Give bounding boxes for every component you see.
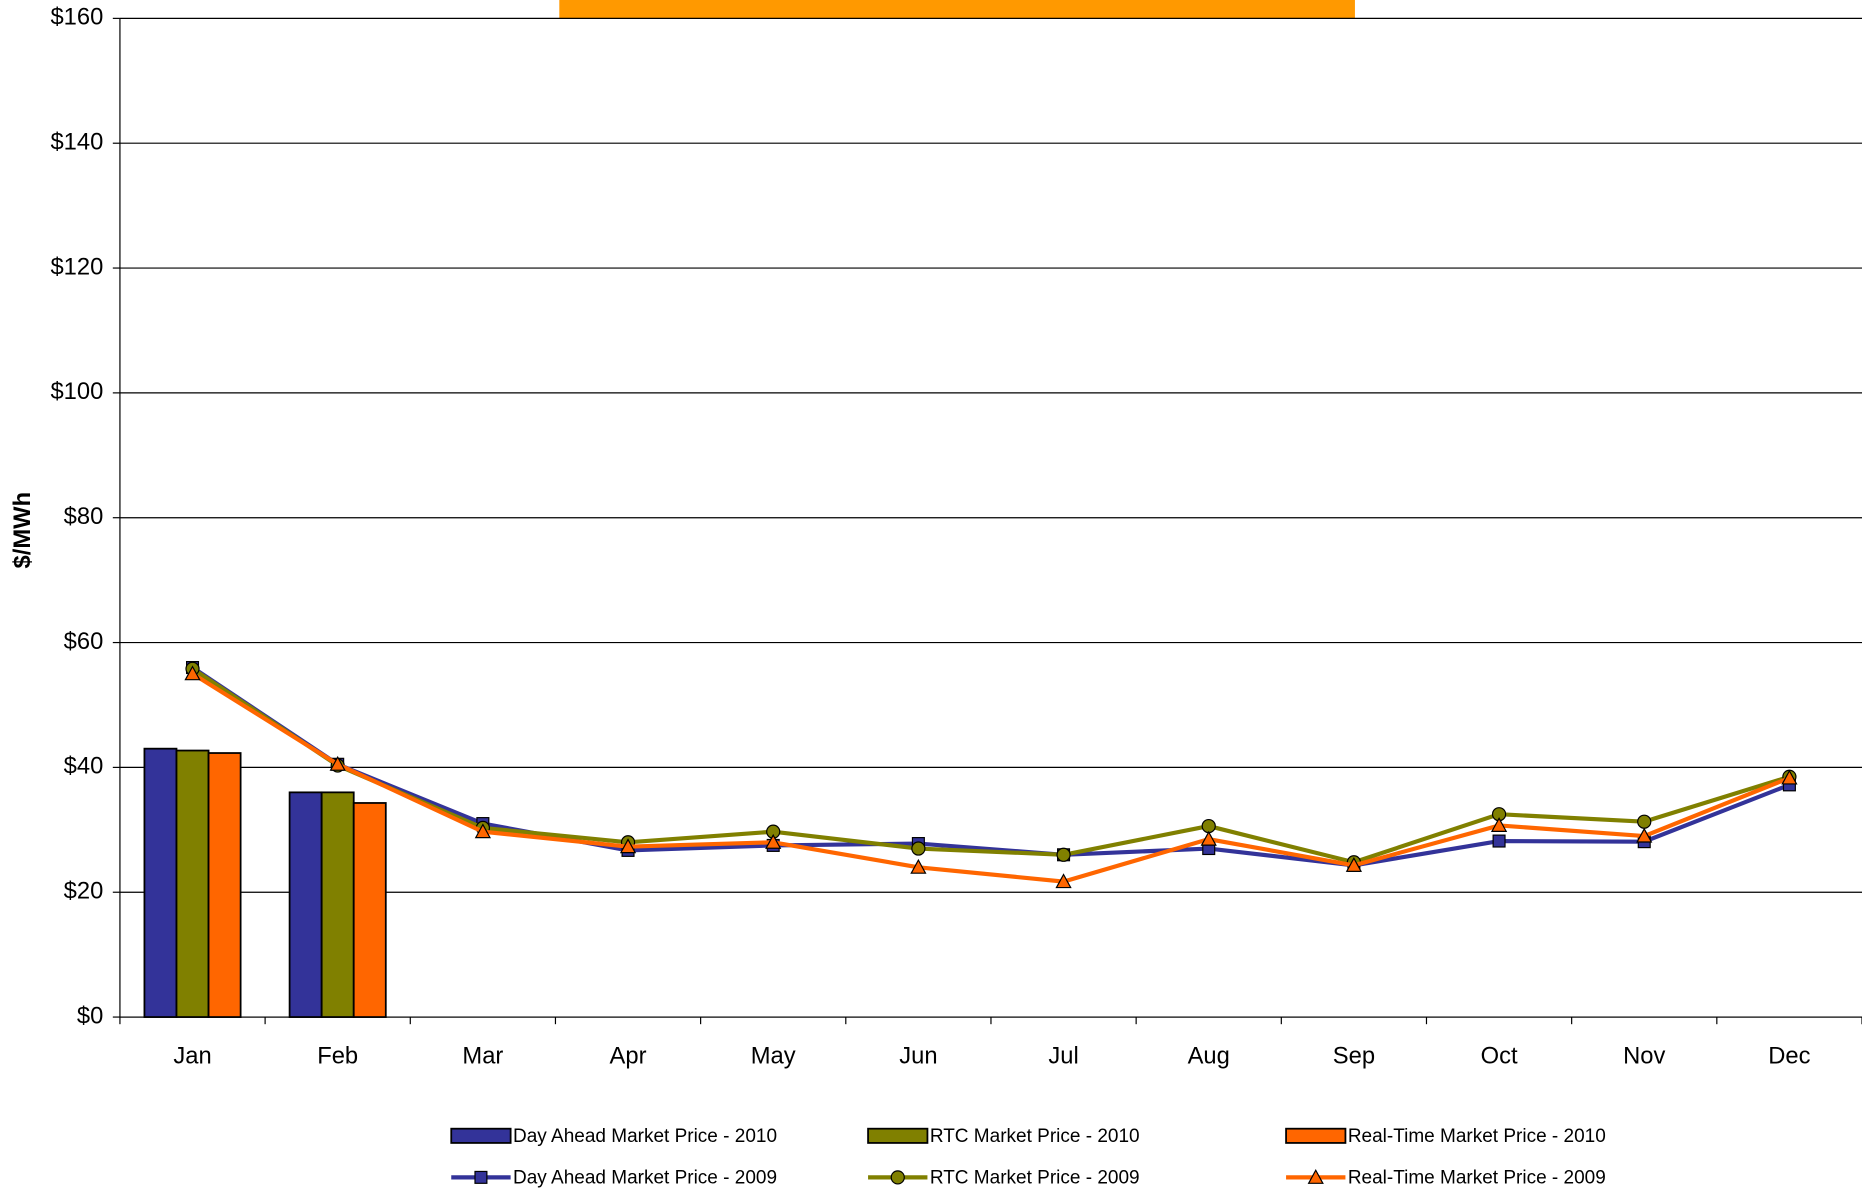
x-tick-label: Apr <box>610 1043 647 1070</box>
legend-marker <box>890 1170 905 1185</box>
x-tick-label: Oct <box>1481 1043 1518 1070</box>
legend-label: RTC Market Price - 2010 <box>930 1126 1140 1147</box>
x-tick-label: May <box>751 1043 796 1070</box>
x-tick-label: Jun <box>899 1043 937 1070</box>
legend-label: Real-Time Market Price - 2009 <box>1348 1168 1606 1189</box>
line-marker <box>329 755 346 771</box>
x-tick-label: Jul <box>1048 1043 1078 1070</box>
line-marker <box>1345 857 1363 872</box>
y-tick-label: $40 <box>64 753 104 780</box>
y-tick-label: $140 <box>50 128 103 155</box>
legend-label: Day Ahead Market Price - 2009 <box>513 1168 777 1189</box>
x-tick-label: Dec <box>1768 1043 1810 1070</box>
line-marker <box>619 838 637 854</box>
line-marker <box>1056 847 1071 862</box>
line-marker <box>1492 834 1506 848</box>
legend-label: Day Ahead Market Price - 2010 <box>513 1126 777 1147</box>
y-tick-label: $120 <box>50 253 103 280</box>
y-tick-label: $100 <box>50 378 103 405</box>
bar <box>207 752 242 1018</box>
x-tick-label: Mar <box>462 1043 503 1070</box>
x-tick-label: Aug <box>1188 1043 1230 1070</box>
legend-marker <box>474 1170 488 1184</box>
line-marker <box>1490 817 1508 832</box>
line-marker <box>184 665 201 681</box>
bar <box>143 747 178 1018</box>
line-marker <box>1636 827 1653 843</box>
line-marker <box>911 841 926 856</box>
legend-label: Real-Time Market Price - 2010 <box>1348 1126 1606 1147</box>
line-marker <box>765 833 782 849</box>
y-tick-label: $20 <box>64 878 104 905</box>
line-marker <box>1781 769 1798 785</box>
bar <box>320 791 355 1018</box>
bar <box>288 791 323 1018</box>
x-tick-label: Sep <box>1333 1043 1375 1070</box>
y-tick-label: $60 <box>64 628 104 655</box>
y-axis-label: $/MWh <box>9 492 36 569</box>
line-marker <box>1637 814 1652 829</box>
y-tick-label: $160 <box>50 4 103 31</box>
line-marker <box>910 858 927 874</box>
y-tick-label: $0 <box>77 1002 103 1029</box>
x-tick-label: Jan <box>173 1043 211 1070</box>
line <box>191 667 1791 865</box>
legend-swatch <box>867 1127 929 1144</box>
line-marker <box>474 823 491 839</box>
bar <box>352 802 387 1018</box>
line-marker <box>1055 873 1072 889</box>
line-marker <box>1201 818 1216 834</box>
x-tick-label: Nov <box>1623 1043 1665 1070</box>
legend-label: RTC Market Price - 2009 <box>930 1168 1140 1189</box>
line <box>191 665 1791 868</box>
x-tick-label: Feb <box>317 1043 358 1070</box>
legend-swatch <box>450 1127 512 1144</box>
legend-swatch <box>1285 1127 1347 1144</box>
line-marker <box>1200 830 1217 846</box>
bar <box>175 749 210 1018</box>
line <box>191 671 1791 884</box>
legend-marker <box>1307 1169 1324 1184</box>
y-tick-label: $80 <box>64 503 104 530</box>
title-box <box>559 0 1355 19</box>
